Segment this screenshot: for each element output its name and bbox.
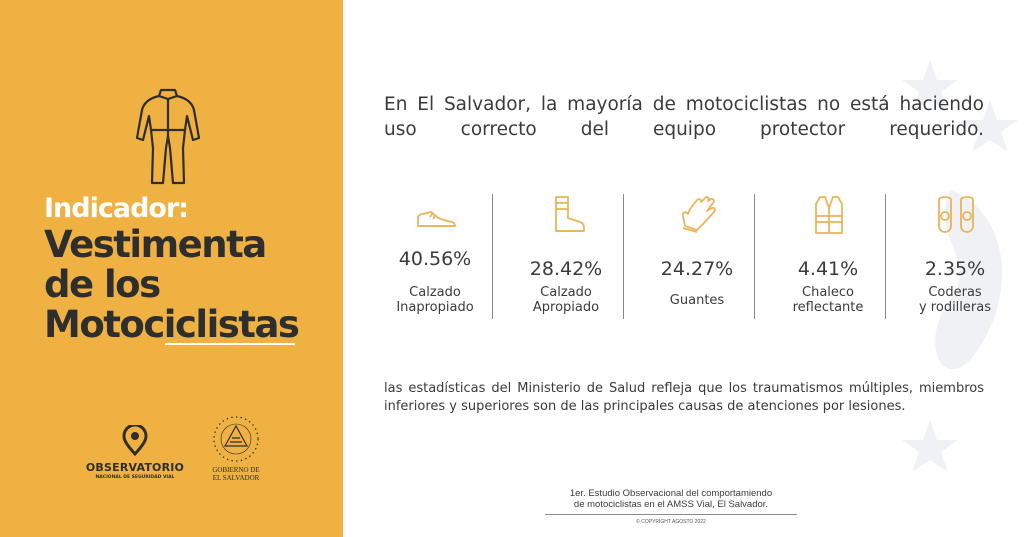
stat-label-line: y rodilleras <box>918 300 991 315</box>
stat-label: Calzado Inapropiado <box>370 285 500 315</box>
source-note: 1er. Estudio Observacional del comportam… <box>545 488 797 510</box>
gobierno-line: EL SALVADOR <box>212 474 260 482</box>
stat-label-line: Calzado <box>409 285 461 300</box>
copyright: © COPYRIGHT AGOSTO 2022 <box>636 519 706 525</box>
title-line: Motociclistas <box>44 303 300 346</box>
stat-chaleco: 4.41% Chaleco reflectante <box>763 190 893 320</box>
stat-divider <box>754 194 755 319</box>
motorcycle-suit-icon <box>135 88 201 185</box>
stat-calzado-inapropiado: 40.56% Calzado Inapropiado <box>370 190 500 320</box>
stat-label-line: Chaleco <box>802 285 854 300</box>
ministerio-paragraph: las estadísticas del Ministerio de Salud… <box>384 381 984 414</box>
stat-calzado-apropiado: 28.42% Calzado Apropiado <box>501 190 631 320</box>
stat-label-line: Coderas <box>928 285 982 300</box>
stats-row: 40.56% Calzado Inapropiado 28.42% Calzad… <box>370 190 1000 320</box>
source-divider <box>545 514 797 515</box>
gobierno-line: GOBIERNO DE <box>212 466 260 474</box>
stat-label: Guantes <box>632 293 762 308</box>
stat-percent: 28.42% <box>529 258 603 280</box>
stat-divider <box>623 194 624 319</box>
indicator-label: Indicador: <box>44 193 189 224</box>
left-panel: Indicador: Vestimenta de los Motociclist… <box>0 0 343 537</box>
stat-percent: 24.27% <box>660 258 734 280</box>
shoe-icon <box>417 211 456 227</box>
observatorio-name: OBSERVATORIO <box>85 461 185 474</box>
boot-icon <box>555 196 585 232</box>
glove-icon <box>681 196 716 233</box>
stat-divider <box>492 194 493 319</box>
stat-label: Chaleco reflectante <box>763 285 893 315</box>
national-seal-icon <box>213 416 259 462</box>
headline: En El Salvador, la mayoría de motociclis… <box>384 94 984 140</box>
stat-divider <box>885 194 886 319</box>
title-line: de los <box>44 263 161 306</box>
stat-label-line: Calzado <box>540 285 592 300</box>
stat-percent: 4.41% <box>797 258 859 280</box>
source-line: de motociclistas en el AMSS Vial, El Sal… <box>573 499 769 510</box>
knee-pads-icon <box>938 196 974 233</box>
stat-label-line: Inapropiado <box>396 300 474 315</box>
stat-percent: 40.56% <box>398 248 472 270</box>
observatorio-subtitle: NACIONAL DE SEGURIDAD VIAL <box>95 475 175 480</box>
stat-label: Coderas y rodilleras <box>890 285 1020 315</box>
stat-guantes: 24.27% Guantes <box>632 190 762 320</box>
indicator-title: Vestimenta de los Motociclistas <box>44 223 300 346</box>
stat-coderas-rodilleras: 2.35% Coderas y rodilleras <box>890 190 1020 320</box>
stat-label: Calzado Apropiado <box>501 285 631 315</box>
stat-percent: 2.35% <box>924 258 986 280</box>
stat-label-line: Apropiado <box>532 300 600 315</box>
stat-label-line: reflectante <box>792 300 864 315</box>
title-underline <box>165 343 295 345</box>
gobierno-text: GOBIERNO DE EL SALVADOR <box>205 466 267 482</box>
location-pin-icon <box>122 425 148 457</box>
title-line: Vestimenta <box>44 223 267 266</box>
source-line: 1er. Estudio Observacional del comportam… <box>569 488 773 499</box>
stat-label-line: Guantes <box>669 293 725 308</box>
coat-of-arms-watermark-icon <box>902 60 1018 472</box>
vest-icon <box>815 196 843 234</box>
